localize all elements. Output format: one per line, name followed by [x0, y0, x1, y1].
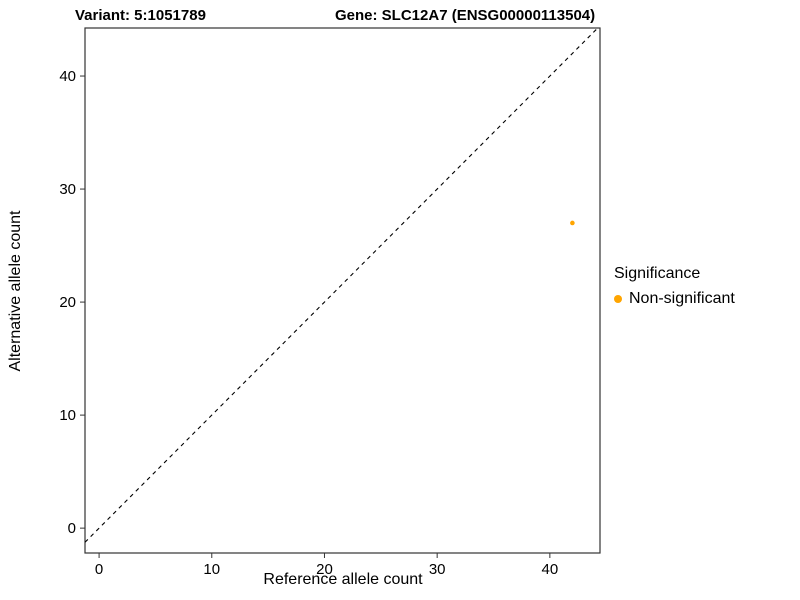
y-tick-label: 30 — [59, 181, 76, 198]
legend-key-dot-icon — [614, 295, 622, 303]
scatter-point — [570, 220, 575, 226]
x-tick-label: 20 — [316, 561, 333, 578]
identity-line — [85, 28, 599, 543]
y-tick-label: 0 — [68, 520, 76, 537]
plot-panel-border — [84, 27, 601, 554]
legend-entry: Non-significant — [614, 290, 735, 308]
legend-title: Significance — [614, 265, 701, 282]
x-tick-label: 0 — [95, 561, 103, 578]
plot-title-variant: Variant: 5:1051789 — [75, 7, 206, 24]
legend: Significance Non-significant — [614, 265, 735, 308]
x-tick-label: 10 — [203, 561, 220, 578]
x-axis-title: Reference allele count — [263, 571, 423, 588]
y-tick-label: 20 — [59, 294, 76, 311]
legend-entries: Non-significant — [614, 290, 735, 308]
plot-title-gene: Gene: SLC12A7 (ENSG00000113504) — [335, 7, 596, 24]
y-tick-label: 10 — [59, 407, 76, 424]
y-tick-label: 40 — [59, 68, 76, 85]
x-tick-label: 40 — [542, 561, 559, 578]
legend-entry-label: Non-significant — [629, 290, 735, 307]
x-tick-label: 30 — [429, 561, 446, 578]
y-axis-title: Alternative allele count — [7, 210, 24, 372]
